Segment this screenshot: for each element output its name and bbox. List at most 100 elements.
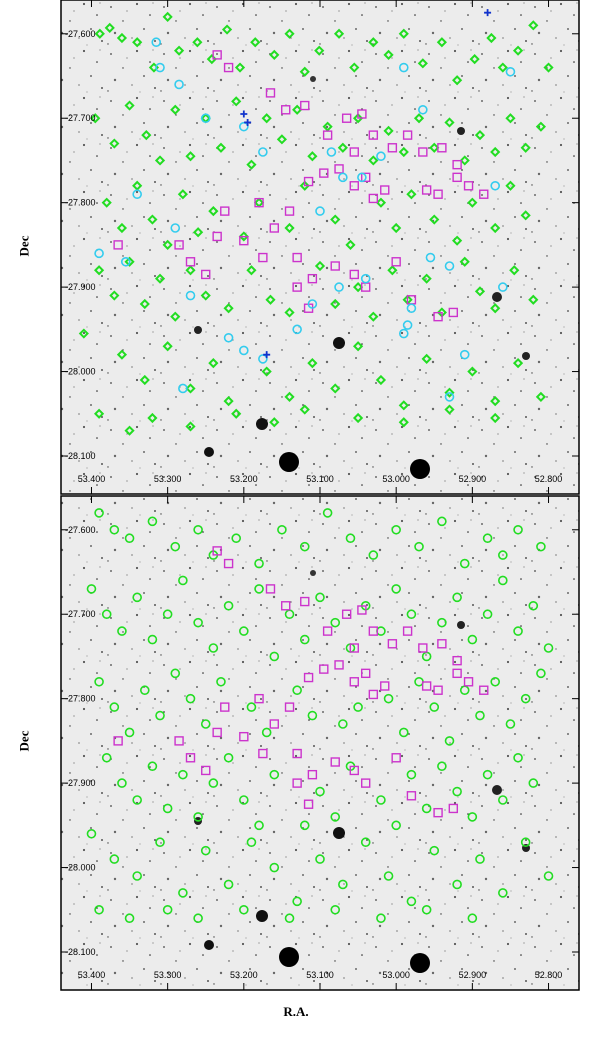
data-point-diamond	[162, 11, 173, 22]
data-point-circle	[239, 121, 249, 132]
y-tick-label: -27.800	[65, 198, 96, 208]
data-point-circle	[406, 769, 417, 780]
data-point-square	[387, 639, 398, 649]
x-tick-label: 53.100	[306, 970, 334, 980]
data-point-circle	[178, 769, 188, 780]
y-tick-label: -28.000	[65, 367, 96, 377]
data-point-diamond	[387, 265, 398, 276]
data-point-square	[281, 601, 291, 611]
data-point-circle	[444, 261, 455, 271]
data-point-square	[330, 757, 340, 767]
data-point-diamond	[459, 256, 470, 267]
data-point-diamond	[124, 100, 135, 111]
data-point-circle	[162, 803, 173, 814]
data-point-circle	[475, 710, 485, 721]
data-point-circle	[254, 584, 264, 594]
data-point-circle	[94, 248, 104, 259]
data-point-diamond	[215, 142, 227, 153]
data-point-diamond	[185, 383, 196, 394]
x-tick-label: 52.900	[459, 970, 487, 980]
data-point-circle	[437, 516, 447, 527]
data-point-diamond	[284, 391, 295, 402]
data-point-circle	[246, 837, 257, 848]
data-point-diamond	[116, 222, 128, 234]
data-point-circle	[292, 896, 302, 907]
data-point-diamond	[505, 180, 516, 191]
data-point-diamond	[391, 222, 402, 234]
top-panel-frame	[60, 0, 580, 495]
data-point-circle	[475, 854, 485, 864]
data-point-circle	[490, 180, 501, 191]
data-point-diamond	[221, 24, 233, 35]
data-point-diamond	[284, 222, 295, 234]
data-point-square	[349, 181, 359, 191]
data-point-diamond	[284, 307, 295, 318]
data-point-diamond	[490, 412, 501, 424]
y-tick-label: -28.100	[65, 947, 96, 957]
data-point-diamond	[132, 180, 143, 191]
data-point-diamond	[170, 104, 181, 115]
data-point-circle	[162, 904, 173, 915]
data-point-diamond	[307, 358, 318, 369]
data-point-circle	[200, 719, 211, 729]
data-point-circle	[315, 786, 325, 797]
y-tick-label: -28.000	[65, 863, 96, 873]
data-point-diamond	[528, 294, 539, 305]
data-point-diamond	[512, 358, 524, 369]
data-point-square	[239, 235, 249, 246]
data-point-diamond	[93, 265, 105, 276]
data-point-square	[334, 164, 344, 174]
data-point-diamond	[193, 227, 204, 238]
data-point-square	[319, 168, 329, 178]
data-point-circle	[459, 558, 470, 569]
data-point-diamond	[192, 37, 203, 48]
data-point-circle	[208, 778, 219, 788]
data-point-square	[292, 778, 302, 788]
data-point-circle	[383, 871, 394, 881]
data-point-diamond	[490, 396, 501, 407]
data-point-circle	[277, 524, 287, 535]
data-point-circle	[239, 626, 249, 636]
data-point-diamond	[269, 49, 280, 60]
data-point-diamond	[173, 45, 185, 56]
data-point-diamond	[352, 341, 364, 352]
data-point-circle	[124, 727, 135, 738]
data-point-square	[212, 50, 222, 60]
data-point-square	[418, 643, 428, 653]
y-tick-label: -27.800	[65, 694, 96, 704]
data-point-circle	[315, 206, 325, 216]
data-point-plus	[263, 351, 271, 359]
y-tick-label: -27.600	[65, 29, 96, 39]
data-point-circle	[269, 862, 280, 873]
data-point-diamond	[177, 189, 188, 200]
data-point-diamond	[269, 417, 280, 428]
data-point-square	[341, 609, 352, 619]
data-point-circle	[402, 320, 413, 330]
data-point-circle	[258, 147, 268, 157]
data-point-square	[361, 172, 371, 183]
data-point-diamond	[436, 307, 447, 318]
data-point-square	[330, 261, 340, 271]
data-point-square	[292, 748, 302, 759]
data-point-plus	[244, 118, 252, 126]
data-point-circle	[132, 871, 142, 881]
data-point-square	[463, 677, 474, 687]
data-point-diamond	[154, 155, 166, 166]
data-point-square	[303, 176, 314, 187]
data-point-diamond	[223, 396, 234, 407]
data-point-circle	[528, 600, 539, 611]
data-point-circle	[498, 550, 508, 560]
data-point-circle	[338, 172, 348, 183]
data-point-square	[284, 702, 295, 712]
data-point-circle	[326, 147, 337, 157]
data-point-circle	[101, 609, 112, 620]
x-tick-label: 53.400	[78, 474, 106, 484]
data-point-circle	[132, 795, 142, 805]
data-point-diamond	[139, 298, 150, 310]
data-point-circle	[360, 273, 371, 284]
data-point-square	[448, 307, 459, 318]
data-point-diamond	[352, 412, 364, 424]
data-point-circle	[124, 533, 135, 544]
data-point-diamond	[330, 214, 341, 225]
data-point-circle	[155, 837, 165, 848]
